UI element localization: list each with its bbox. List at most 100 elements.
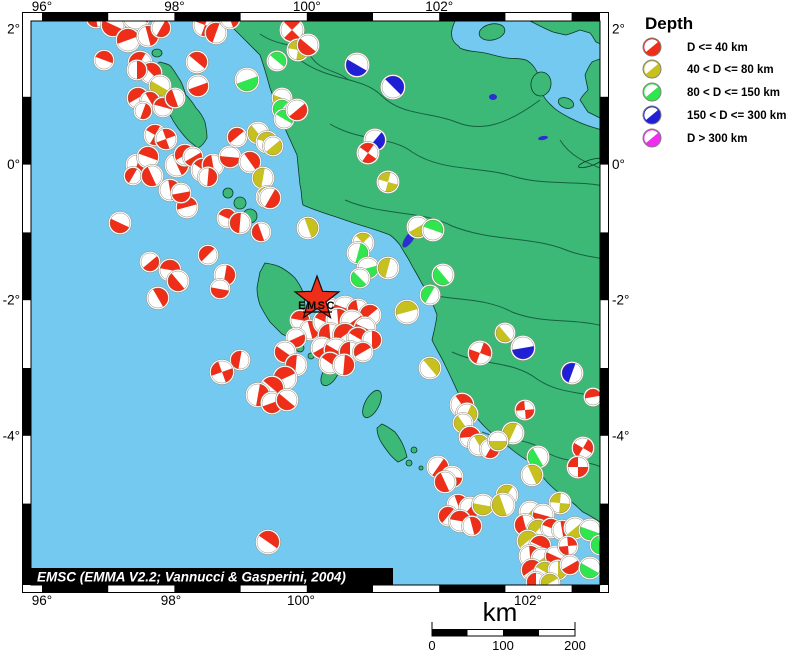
attribution-text: EMSC (EMMA V2.2; Vannucci & Gasperini, 2… (37, 570, 346, 585)
beachball (154, 127, 178, 151)
beachball (494, 322, 516, 344)
star-icon (293, 274, 341, 320)
axis-label-right: 2° (612, 22, 625, 37)
beachball (510, 335, 536, 361)
beachball (166, 269, 190, 293)
beachball (589, 534, 600, 556)
beachball (170, 182, 192, 204)
map-frame-inner (30, 20, 601, 586)
beachball (275, 388, 299, 412)
axis-label-top: 102° (425, 0, 453, 14)
frame-segment (599, 96, 608, 165)
frame-segment (571, 584, 600, 592)
beachball (356, 141, 380, 165)
axis-label-bottom: 102° (514, 593, 542, 608)
axis-label-left: 0° (7, 157, 20, 172)
depth-class-icon (642, 82, 662, 102)
beachball (285, 98, 309, 122)
beachball (123, 166, 143, 186)
map-content: EMSC EMSC (EMMA V2.2; Vannucci & Gasperi… (31, 21, 600, 585)
beachball (250, 221, 272, 243)
legend-item-label: 150 < D <= 300 km (687, 110, 786, 122)
beachball (461, 515, 483, 537)
frame-segment (599, 368, 608, 436)
frame-segment (599, 232, 608, 301)
frame-segment (599, 503, 608, 585)
frame-segment (439, 13, 506, 21)
axis-label-top: 100° (293, 0, 321, 14)
beachball (185, 50, 209, 74)
island (222, 187, 234, 199)
beachball (146, 286, 170, 310)
beachball (539, 572, 561, 585)
frame-segment (23, 503, 31, 585)
beachball (209, 278, 231, 300)
river (344, 199, 600, 259)
beachball (186, 74, 210, 98)
river (259, 33, 349, 81)
scale-bar-segment (432, 629, 468, 636)
axis-label-bottom: 96° (32, 593, 52, 608)
lake (538, 135, 548, 141)
island (478, 23, 506, 41)
beachball (296, 33, 320, 57)
river (299, 59, 541, 128)
beachball (557, 535, 579, 557)
beachball (204, 21, 228, 45)
frame-segment (42, 584, 109, 592)
axis-label-left: -4° (3, 428, 20, 443)
beachball (262, 135, 284, 157)
legend-item-label: D <= 40 km (687, 42, 748, 54)
map-frame-segments (23, 13, 608, 592)
scale-bar-unit-label: km (483, 597, 518, 627)
frame-segment (23, 368, 31, 436)
beachball (197, 244, 219, 266)
beachball (332, 353, 356, 377)
island (151, 48, 163, 58)
beachball (578, 556, 600, 580)
beachball (226, 126, 248, 148)
scale-bar-tick-label: 0 (428, 638, 435, 653)
island-north-pagai (362, 389, 382, 419)
beachball (352, 341, 374, 363)
beachball (571, 436, 595, 460)
beachball (471, 493, 495, 517)
scale-bar-tick-label: 100 (492, 638, 514, 653)
beachball (279, 21, 305, 43)
beachball (431, 263, 455, 287)
beachball (376, 170, 400, 194)
beachball-layer (85, 21, 600, 585)
beachball (419, 284, 441, 306)
island (579, 58, 600, 119)
legend-item-label: 80 < D <= 150 km (687, 87, 780, 99)
island (405, 459, 413, 467)
beachball (197, 166, 219, 188)
island (418, 465, 424, 471)
depth-class-icon (642, 37, 662, 57)
beachball (344, 52, 370, 78)
axis-label-top: 96° (32, 0, 52, 14)
frame-segment (23, 96, 31, 165)
legend-items: D <= 40 km 40 < D <= 80 km 80 < D <= 150 k… (642, 37, 786, 148)
beachball (133, 101, 153, 121)
depth-class-icon (642, 59, 662, 79)
beachball (418, 356, 442, 380)
epicenter-star: EMSC (293, 274, 341, 320)
axis-label-right: 0° (612, 157, 625, 172)
axis-label-left: -2° (3, 293, 20, 308)
axis-label-right: -2° (612, 293, 629, 308)
beachball (421, 218, 445, 242)
beachball (229, 349, 251, 371)
axis-label-bottom: 98° (161, 593, 181, 608)
beachball (218, 145, 242, 169)
attribution-bar: EMSC (EMMA V2.2; Vannucci & Gasperini, 2… (31, 568, 393, 585)
island-south-pagai (376, 423, 408, 463)
legend-title: Depth (645, 14, 693, 33)
depth-class-icon (642, 128, 662, 148)
beachball (380, 74, 406, 100)
legend: Depth D <= 40 km 40 < D <= 80 km 80 < D <=… (642, 14, 786, 148)
river (419, 291, 600, 326)
beachball (548, 491, 572, 515)
